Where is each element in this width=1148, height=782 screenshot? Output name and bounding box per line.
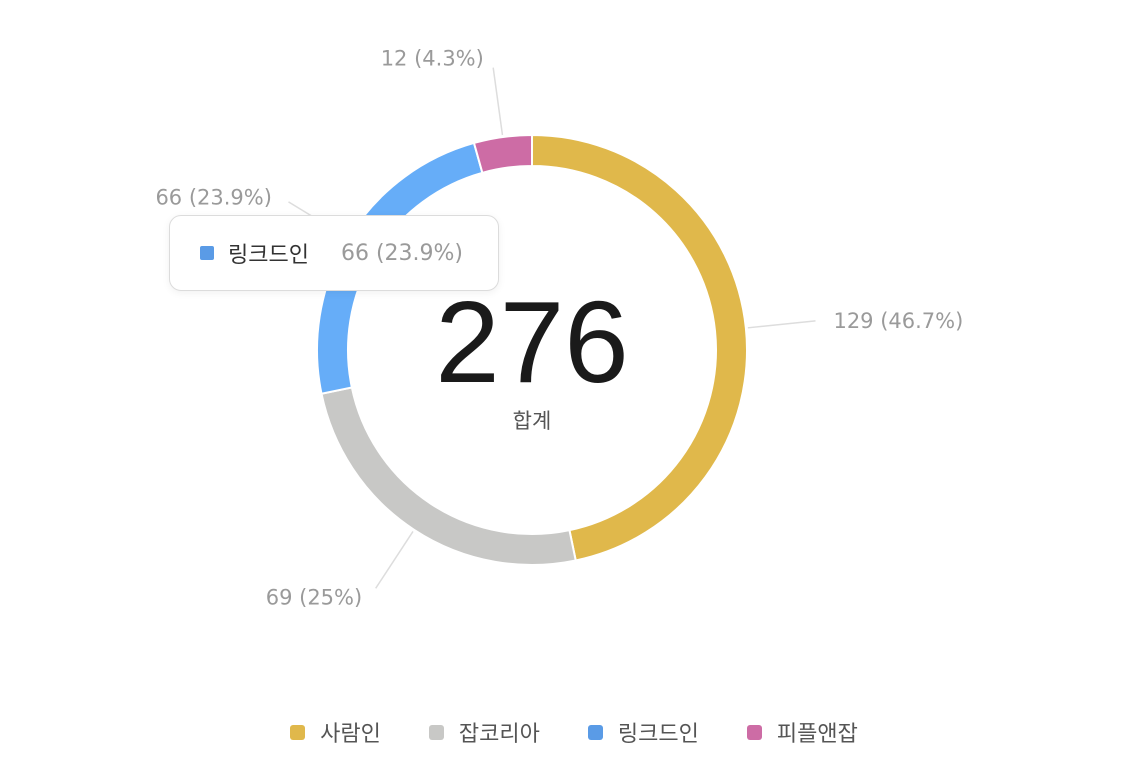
legend-swatch	[290, 724, 306, 740]
legend-label: 잡코리아	[458, 722, 540, 747]
slice-label-peoplenjob: 12 (4.3%)	[381, 47, 484, 71]
chart-tooltip: 링크드인 66 (23.9%)	[169, 215, 499, 291]
legend-swatch	[428, 724, 444, 740]
chart-legend: 사람인 잡코리아 링크드인 피플앤잡	[0, 714, 1148, 750]
slice-peoplenjob[interactable]	[472, 133, 533, 175]
legend-item-saramin[interactable]: 사람인	[290, 716, 381, 748]
center-total-value: 276	[435, 277, 629, 407]
legend-label: 피플앤잡	[776, 722, 858, 747]
slice-label-linkedin: 66 (23.9%)	[155, 186, 272, 210]
legend-item-peoplenjob[interactable]: 피플앤잡	[746, 716, 858, 748]
center-caption: 합계	[513, 409, 552, 433]
legend-label: 링크드인	[617, 722, 699, 747]
legend-swatch	[746, 724, 762, 740]
leader-line-jobkorea	[375, 531, 414, 589]
slice-labels-layer: 129 (46.7%) 69 (25%) 66 (23.9%) 12 (4.3%)	[155, 47, 963, 610]
leader-line-peoplenjob	[492, 67, 504, 136]
legend-label: 사람인	[320, 722, 381, 747]
legend-item-jobkorea[interactable]: 잡코리아	[428, 716, 540, 748]
leader-line-saramin	[747, 320, 816, 329]
tooltip-series-name: 링크드인	[228, 243, 309, 268]
slice-label-jobkorea: 69 (25%)	[266, 586, 362, 610]
tooltip-color-swatch	[200, 246, 214, 260]
slice-label-saramin: 129 (46.7%)	[833, 309, 963, 333]
tooltip-series-value: 66 (23.9%)	[340, 240, 464, 266]
legend-item-linkedin[interactable]: 링크드인	[587, 716, 699, 748]
legend-swatch	[587, 724, 603, 740]
